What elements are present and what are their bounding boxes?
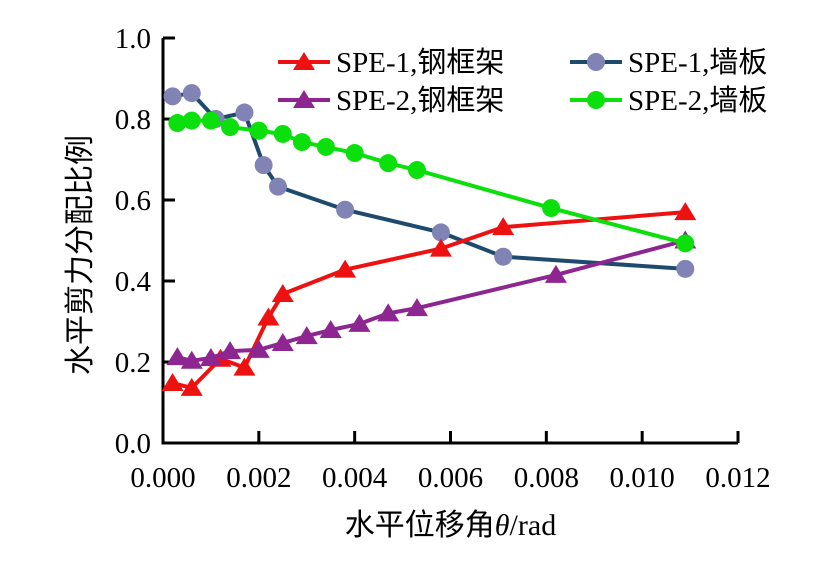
data-point-SPE-2,钢框架	[405, 298, 428, 317]
data-point-SPE-1,墙板	[676, 259, 695, 278]
legend-marker	[293, 90, 315, 108]
data-point-SPE-2,钢框架	[295, 326, 318, 345]
legend-label: SPE-1,钢框架	[336, 46, 504, 79]
data-point-SPE-2,钢框架	[219, 341, 242, 360]
data-point-SPE-2,钢框架	[348, 313, 371, 332]
x-tick-label: 0.012	[705, 462, 770, 494]
legend-label: SPE-2,墙板	[628, 84, 767, 117]
data-point-SPE-1,钢框架	[674, 202, 697, 221]
data-point-SPE-2,墙板	[542, 199, 561, 218]
legend-marker	[587, 53, 605, 71]
series-line-SPE-1,钢框架	[170, 210, 688, 390]
legend-marker	[587, 91, 605, 109]
x-tick-label: 0.002	[226, 462, 291, 494]
data-point-SPE-1,钢框架	[233, 357, 256, 376]
data-point-SPE-1,墙板	[431, 223, 450, 242]
data-point-SPE-2,墙板	[249, 121, 268, 140]
y-tick-label: 0.8	[115, 104, 151, 136]
data-point-SPE-2,钢框架	[180, 350, 203, 369]
data-point-SPE-1,墙板	[254, 156, 273, 175]
x-axis-title-text: 水平位移角	[344, 509, 495, 542]
data-point-SPE-2,钢框架	[166, 347, 189, 366]
x-tick-label: 0.010	[610, 462, 675, 494]
data-point-SPE-1,墙板	[235, 103, 254, 122]
data-point-SPE-2,钢框架	[247, 339, 270, 358]
data-point-SPE-1,墙板	[336, 200, 355, 219]
legend-marker	[293, 52, 315, 70]
data-point-SPE-2,钢框架	[377, 303, 400, 322]
data-point-SPE-1,钢框架	[271, 283, 294, 302]
data-point-SPE-1,墙板	[494, 247, 513, 266]
legend-label: SPE-1,墙板	[628, 46, 767, 79]
data-point-SPE-2,墙板	[273, 124, 292, 143]
data-point-SPE-2,墙板	[407, 161, 426, 180]
y-axis-title: 水平剪力分配比例	[64, 135, 97, 375]
data-point-SPE-2,墙板	[345, 144, 364, 163]
data-point-SPE-2,墙板	[292, 133, 311, 152]
data-point-SPE-2,墙板	[168, 114, 187, 133]
x-tick-label: 0.004	[322, 462, 388, 494]
data-point-SPE-2,墙板	[676, 234, 695, 253]
x-axis-title: 水平位移角θ/rad	[163, 500, 738, 544]
series-line-SPE-2,钢框架	[175, 238, 688, 363]
data-point-SPE-1,墙板	[182, 84, 201, 103]
x-tick-label: 0.006	[418, 462, 483, 494]
data-point-SPE-2,墙板	[221, 118, 240, 137]
legend-label: SPE-2,钢框架	[336, 84, 504, 117]
x-axis-title-symbol: θ	[494, 509, 510, 542]
data-point-SPE-1,钢框架	[180, 377, 203, 396]
data-point-SPE-2,钢框架	[319, 320, 342, 339]
data-point-SPE-1,钢框架	[161, 373, 184, 392]
data-point-SPE-1,墙板	[163, 87, 182, 106]
data-point-SPE-2,钢框架	[271, 332, 294, 351]
y-tick-label: 0.4	[115, 266, 152, 298]
data-point-SPE-1,墙板	[269, 177, 287, 196]
data-point-SPE-2,墙板	[379, 154, 398, 173]
data-point-SPE-2,钢框架	[199, 347, 222, 366]
x-tick-label: 0.008	[514, 462, 579, 494]
x-tick-label: 0.000	[130, 462, 195, 494]
series-line-SPE-1,墙板	[170, 91, 688, 271]
data-point-SPE-2,墙板	[182, 111, 201, 130]
y-tick-label: 0.0	[115, 428, 151, 460]
data-point-SPE-2,墙板	[201, 111, 220, 130]
data-point-SPE-1,钢框架	[257, 307, 280, 326]
data-point-SPE-1,钢框架	[429, 238, 452, 257]
y-tick-label: 1.0	[115, 23, 151, 55]
data-point-SPE-1,钢框架	[334, 259, 357, 278]
x-axis-title-unit: /rad	[509, 509, 557, 542]
y-tick-label: 0.6	[115, 185, 151, 217]
data-point-SPE-2,墙板	[316, 137, 335, 156]
y-tick-label: 0.2	[115, 347, 151, 379]
data-point-SPE-1,钢框架	[492, 217, 515, 236]
data-point-SPE-2,钢框架	[544, 264, 567, 283]
